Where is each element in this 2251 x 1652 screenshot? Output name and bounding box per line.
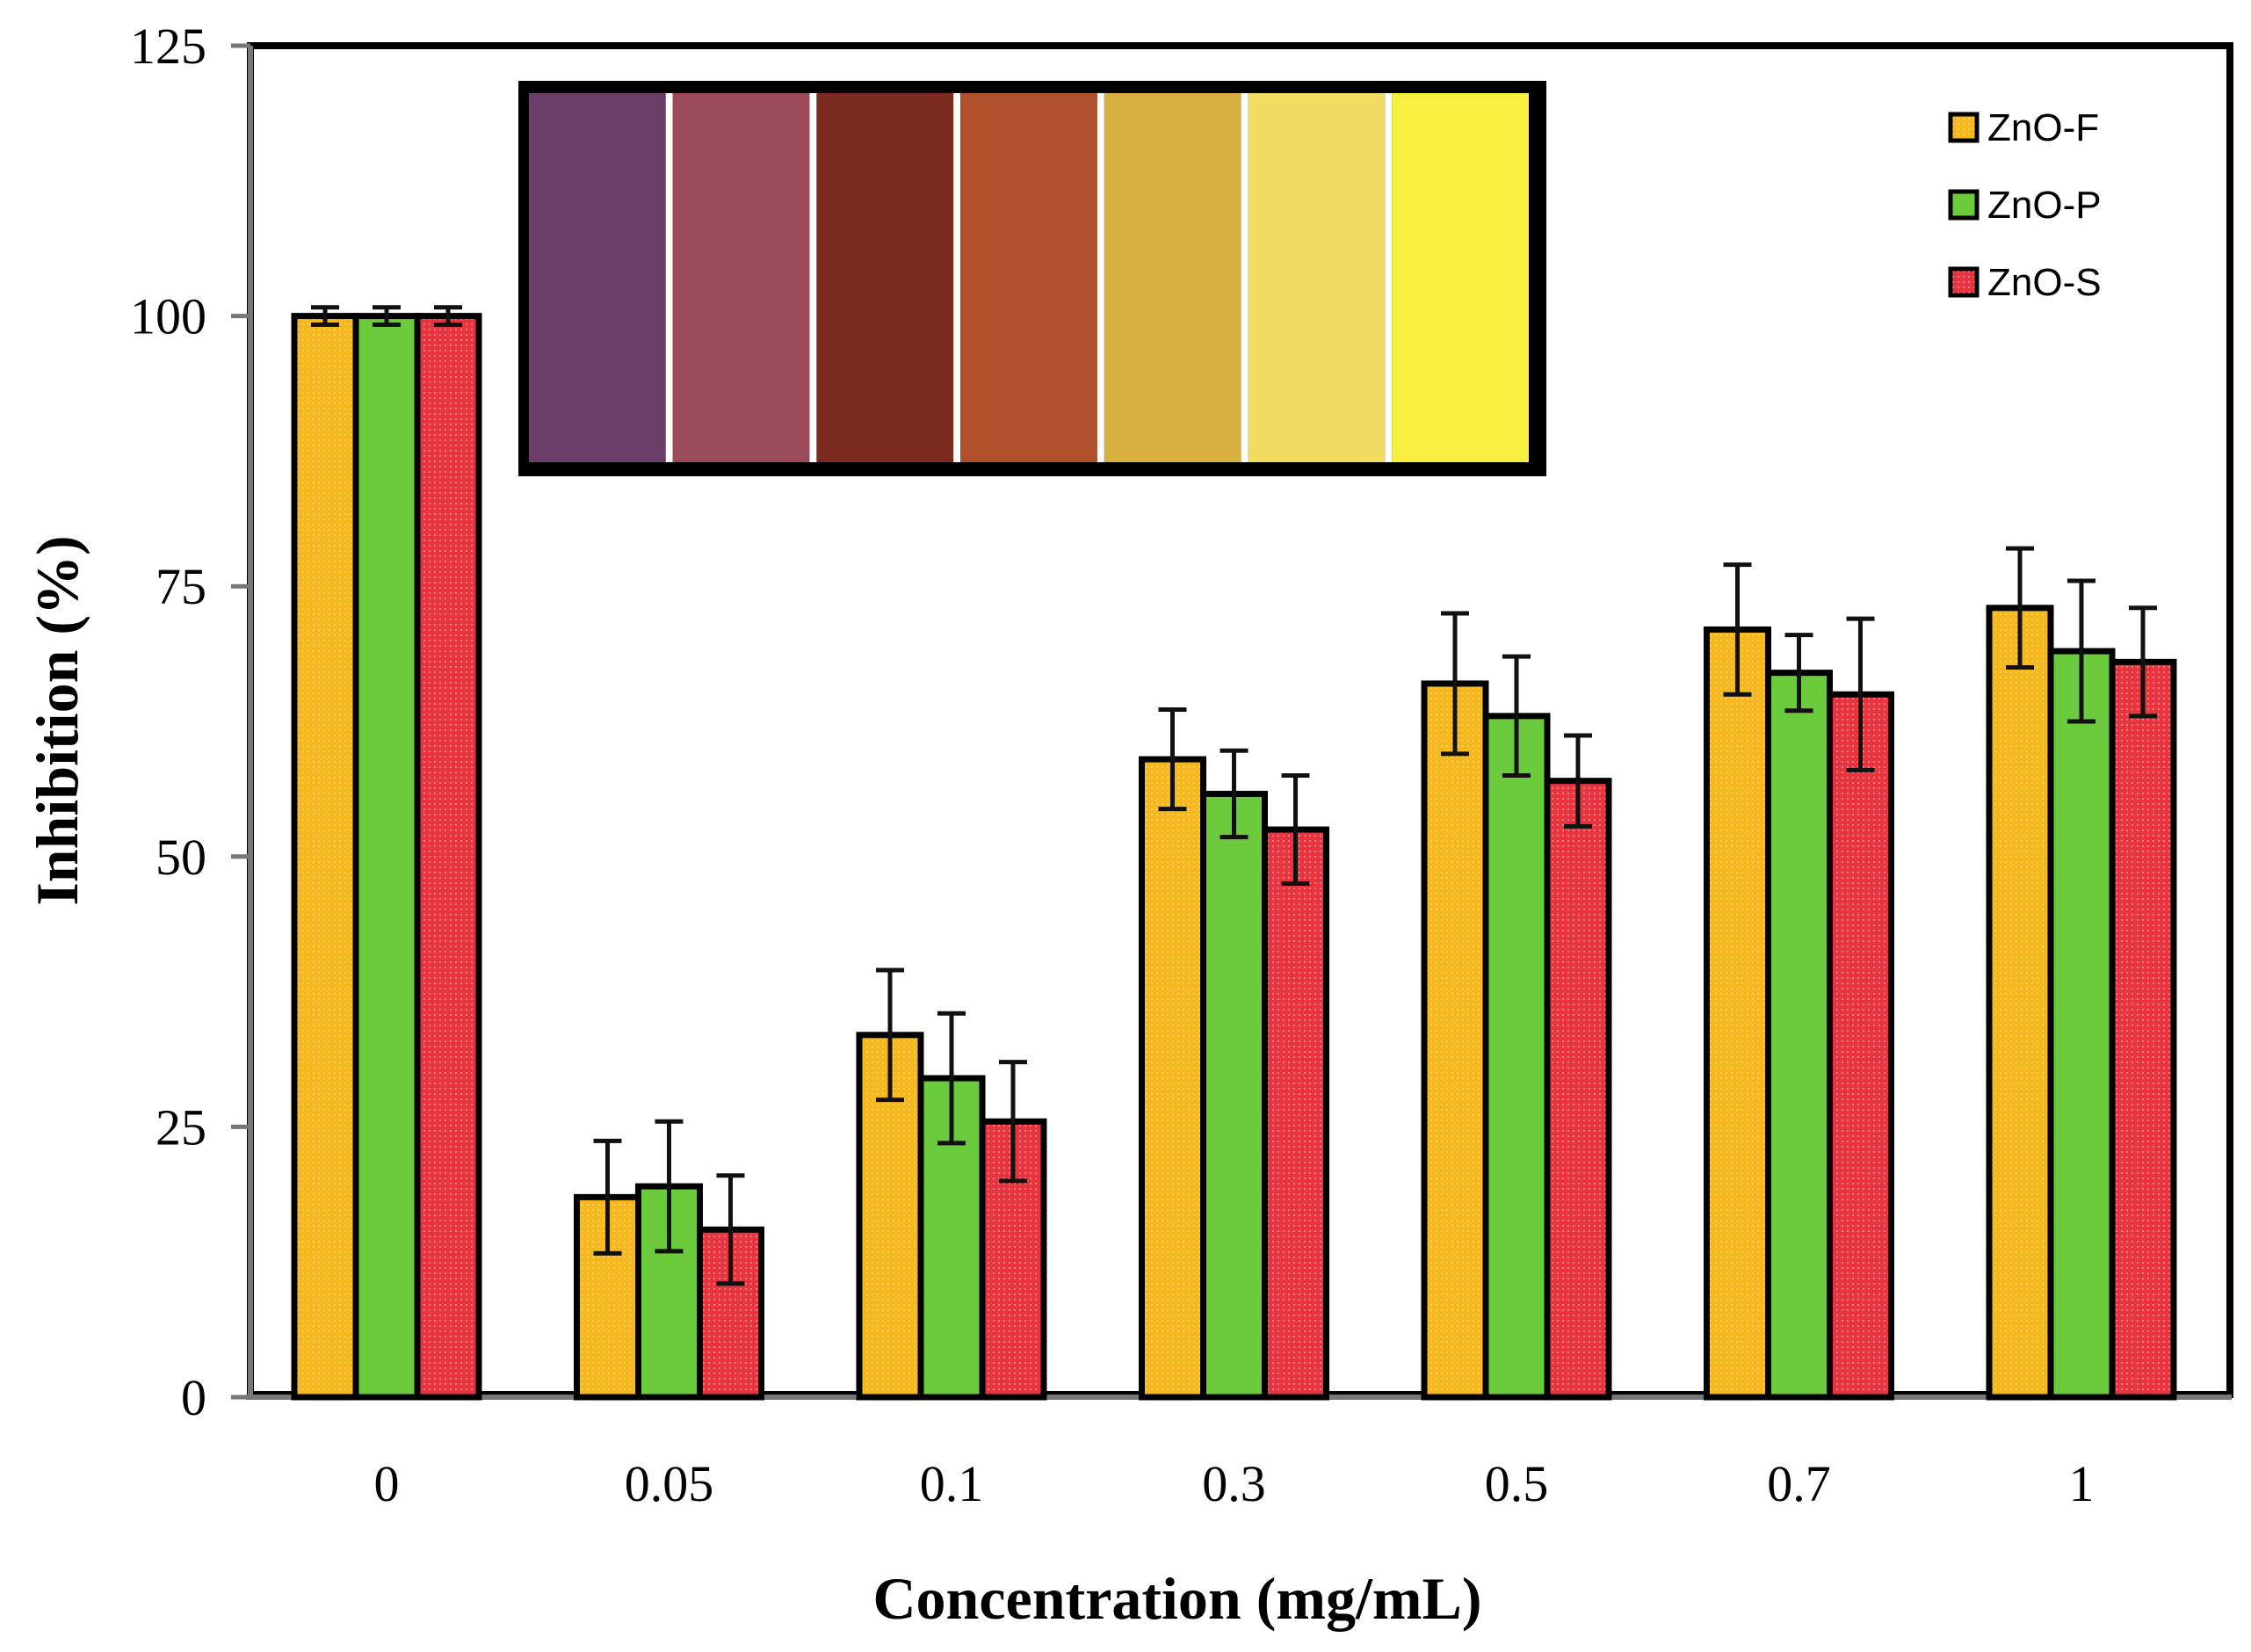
inset-strip bbox=[1392, 93, 1529, 462]
inset-strip bbox=[672, 93, 810, 462]
bar-zno-f-0.5 bbox=[1421, 680, 1489, 1401]
inset-gap bbox=[1385, 93, 1393, 462]
bar-zno-f-0.7 bbox=[1704, 626, 1771, 1401]
y-tick-label: 50 bbox=[156, 829, 206, 886]
y-tick-label: 100 bbox=[130, 288, 206, 345]
x-tick-label: 0 bbox=[374, 1455, 400, 1512]
bars bbox=[291, 313, 2177, 1401]
inset-gap bbox=[809, 93, 817, 462]
bar-zno-f-0.3 bbox=[1139, 756, 1206, 1401]
legend-label-zno-f: ZnO-F bbox=[1987, 106, 2099, 149]
y-axis-ticks: 0 25 50 75 100 125 bbox=[130, 18, 250, 1426]
bar-zno-p-0.7 bbox=[1765, 670, 1833, 1401]
y-axis-title: Inhibition (%) bbox=[24, 535, 90, 905]
bar-zno-p-0.3 bbox=[1200, 790, 1268, 1401]
bar-zno-p-1 bbox=[2047, 648, 2116, 1401]
bar-zno-p-0 bbox=[352, 313, 421, 1401]
inset-gap bbox=[953, 93, 961, 462]
inset-gap bbox=[1241, 93, 1249, 462]
x-tick-label: 0.05 bbox=[625, 1455, 714, 1512]
x-tick-label: 0.5 bbox=[1485, 1455, 1549, 1512]
x-tick-label: 0.7 bbox=[1767, 1455, 1831, 1512]
inset-strip bbox=[1104, 93, 1241, 462]
legend-swatch-zno-p bbox=[1948, 189, 1980, 221]
y-tick-label: 125 bbox=[130, 18, 206, 75]
inset-gap bbox=[665, 93, 673, 462]
error-bars bbox=[311, 305, 2157, 1286]
legend: ZnO-F ZnO-P ZnO-S bbox=[1948, 106, 2102, 304]
y-tick-label: 25 bbox=[156, 1098, 206, 1156]
bar-zno-f-1 bbox=[1986, 605, 2054, 1401]
legend-label-zno-s: ZnO-S bbox=[1987, 261, 2102, 304]
x-tick-label: 0.3 bbox=[1202, 1455, 1266, 1512]
bar-zno-f-0 bbox=[291, 313, 359, 1401]
color-strip-inset bbox=[518, 81, 1546, 476]
y-tick-label: 0 bbox=[181, 1369, 206, 1426]
inset-strip bbox=[529, 93, 666, 462]
legend-swatch-zno-s bbox=[1948, 266, 1980, 298]
bar-zno-s-0.5 bbox=[1544, 778, 1612, 1401]
bar-zno-p-0.5 bbox=[1482, 713, 1551, 1401]
inset-gap bbox=[1097, 93, 1104, 462]
bar-zno-s-0 bbox=[414, 313, 482, 1401]
bar-zno-s-0.3 bbox=[1262, 826, 1329, 1401]
inset-strip bbox=[960, 93, 1097, 462]
bar-zno-s-0.7 bbox=[1827, 691, 1894, 1401]
y-tick-label: 75 bbox=[156, 558, 206, 615]
x-axis-ticks: 0 0.05 0.1 0.3 0.5 0.7 1 bbox=[374, 1455, 2095, 1512]
inset-strip bbox=[816, 93, 954, 462]
x-tick-label: 1 bbox=[2069, 1455, 2095, 1512]
bar-zno-s-1 bbox=[2109, 658, 2177, 1401]
inset-strip bbox=[1248, 93, 1386, 462]
legend-swatch-zno-f bbox=[1948, 112, 1980, 143]
legend-label-zno-p: ZnO-P bbox=[1987, 184, 2102, 227]
x-axis-title: Concentration (mg/mL) bbox=[872, 1565, 1481, 1632]
x-tick-label: 0.1 bbox=[920, 1455, 984, 1512]
